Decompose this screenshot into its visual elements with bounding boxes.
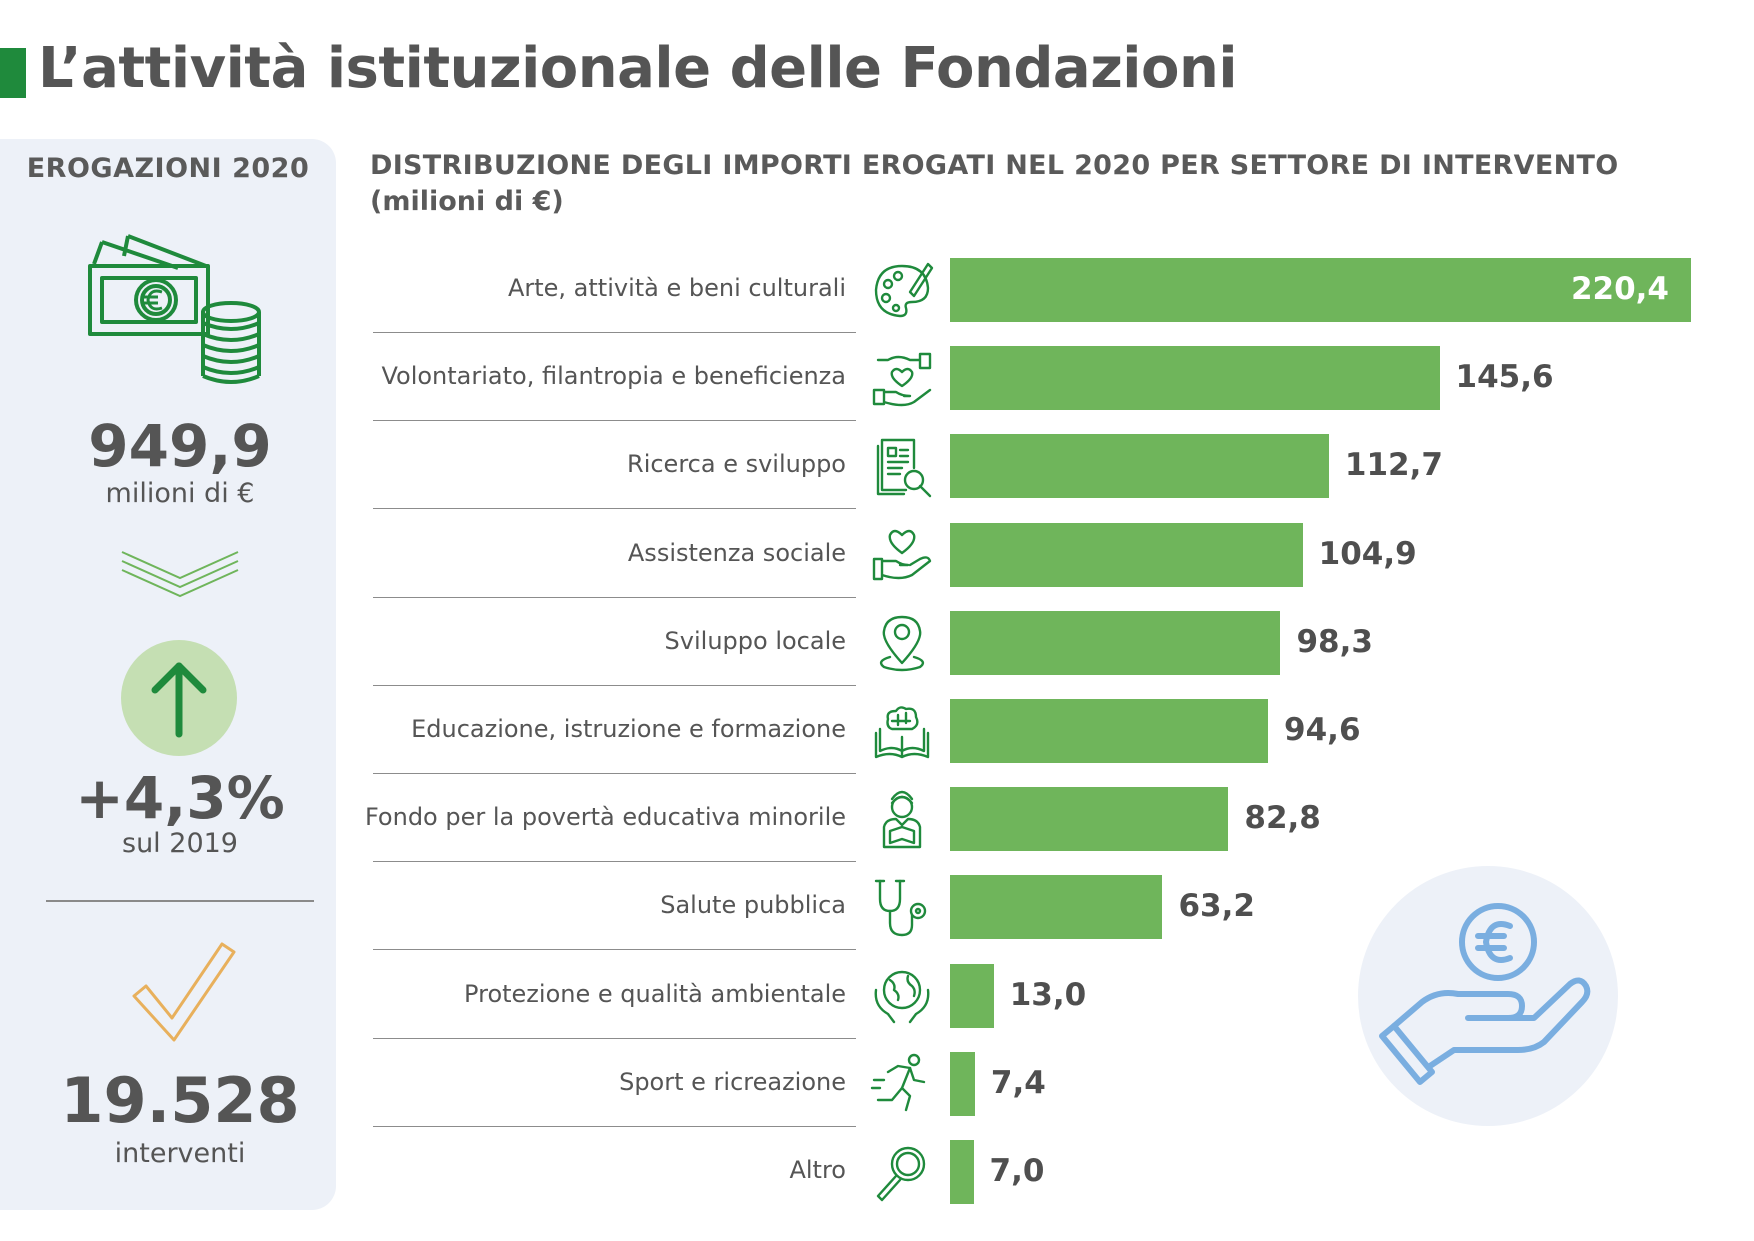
value-label: 145,6 xyxy=(1455,359,1554,396)
student-icon xyxy=(882,791,922,849)
value-label: 82,8 xyxy=(1244,800,1321,837)
location-pin-icon xyxy=(879,615,925,671)
row-divider xyxy=(373,861,856,863)
page-title: L’attività istituzionale delle Fondazion… xyxy=(38,36,1238,101)
bar xyxy=(950,258,1691,322)
category-label: Sport e ricreazione xyxy=(619,1067,846,1096)
magnifier-icon xyxy=(876,1146,926,1202)
category-label: Assistenza sociale xyxy=(627,538,846,567)
bar xyxy=(950,787,1229,852)
value-label: 112,7 xyxy=(1344,447,1443,484)
category-label: Fondo per la povertà educativa minorile xyxy=(364,803,846,832)
bar xyxy=(950,434,1329,499)
title-marker xyxy=(0,48,26,98)
total-unit: milioni di € xyxy=(105,478,255,509)
hand-euro-icon xyxy=(1379,903,1591,1085)
research-document-icon xyxy=(876,439,932,498)
bar xyxy=(950,346,1440,411)
chart-subtitle: (milioni di €) xyxy=(370,186,564,217)
bar xyxy=(950,875,1163,940)
row-divider xyxy=(373,773,856,774)
growth-note: sul 2019 xyxy=(122,828,238,859)
chevrons-down-icon xyxy=(121,551,239,598)
summary-divider xyxy=(46,900,314,902)
bar xyxy=(950,963,994,1028)
globe-hands-icon xyxy=(874,970,930,1023)
value-label: 94,6 xyxy=(1284,712,1361,748)
category-label: Arte, attività e beni culturali xyxy=(507,274,846,302)
row-divider xyxy=(373,684,856,686)
bar xyxy=(950,699,1269,763)
summary-heading: EROGAZIONI 2020 xyxy=(26,153,310,184)
value-label: 7,4 xyxy=(990,1064,1046,1101)
category-label: Sviluppo locale xyxy=(664,626,846,655)
money-coins-icon xyxy=(88,234,261,384)
row-divider xyxy=(373,1125,856,1127)
row-divider xyxy=(373,420,856,422)
row-divider xyxy=(373,1037,856,1039)
category-label: Salute pubblica xyxy=(660,891,846,920)
row-divider xyxy=(373,508,856,510)
heart-hand-icon xyxy=(872,529,932,580)
value-label: 220,4 xyxy=(1570,271,1669,307)
category-label: Ricerca e sviluppo xyxy=(627,450,846,479)
row-divider xyxy=(373,949,856,951)
interventions-count: 19.528 xyxy=(60,1064,300,1137)
value-label: 63,2 xyxy=(1178,888,1255,925)
bar xyxy=(950,610,1281,675)
chart-title: DISTRIBUZIONE DEGLI IMPORTI EROGATI NEL … xyxy=(370,150,1619,181)
category-label: Volontariato, filantropia e beneficienza xyxy=(381,362,846,391)
row-divider xyxy=(373,332,856,333)
total-amount: 949,9 xyxy=(88,412,272,480)
category-label: Altro xyxy=(789,1156,846,1184)
growth-percent: +4,3% xyxy=(75,764,285,832)
checkmark-icon xyxy=(132,942,236,1042)
arrow-up-icon xyxy=(151,662,207,738)
heart-hands-icon xyxy=(872,352,932,407)
value-label: 13,0 xyxy=(1009,976,1087,1013)
bar xyxy=(950,1140,974,1204)
bar xyxy=(950,1051,975,1116)
palette-icon xyxy=(874,262,934,318)
growth-circle xyxy=(121,640,237,756)
category-label: Educazione, istruzione e formazione xyxy=(411,715,846,743)
decorative-circle xyxy=(1358,866,1618,1126)
bar xyxy=(950,522,1303,587)
value-label: 98,3 xyxy=(1296,623,1373,660)
category-label: Protezione e qualità ambientale xyxy=(464,979,846,1008)
value-label: 104,9 xyxy=(1318,535,1417,572)
value-label: 7,0 xyxy=(989,1153,1045,1189)
book-brain-icon xyxy=(874,706,930,759)
runner-icon xyxy=(870,1053,926,1111)
interventions-unit: interventi xyxy=(114,1138,246,1169)
stethoscope-icon xyxy=(874,880,927,937)
row-divider xyxy=(373,596,856,598)
